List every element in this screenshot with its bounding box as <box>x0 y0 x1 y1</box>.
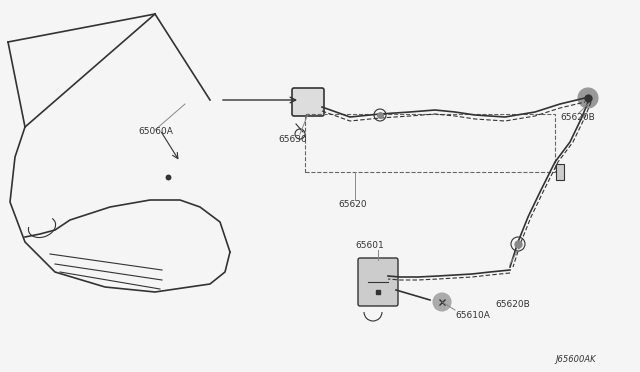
Text: 65620B: 65620B <box>495 300 530 309</box>
Circle shape <box>433 293 451 311</box>
Text: 65060A: 65060A <box>138 127 173 136</box>
Text: 65610A: 65610A <box>455 311 490 320</box>
Text: J65600AK: J65600AK <box>555 355 596 364</box>
Text: 65601: 65601 <box>355 241 384 250</box>
Bar <box>305 114 555 172</box>
Wedge shape <box>578 88 598 108</box>
Bar <box>556 164 564 180</box>
Text: 65630: 65630 <box>278 135 307 144</box>
Text: 65620: 65620 <box>338 200 367 209</box>
FancyBboxPatch shape <box>292 88 324 116</box>
FancyBboxPatch shape <box>358 258 398 306</box>
Text: 65620B: 65620B <box>560 113 595 122</box>
